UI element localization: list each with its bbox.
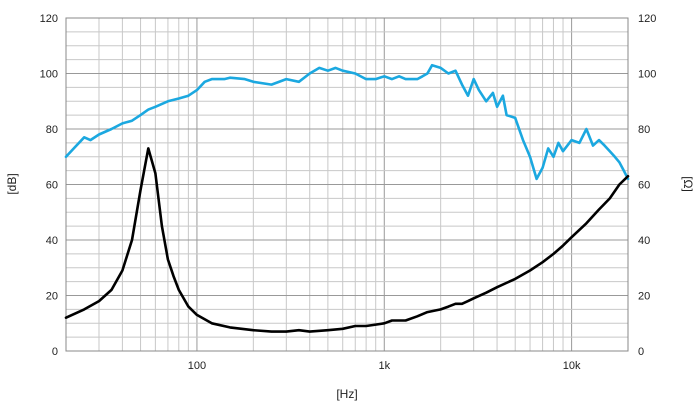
x-ticks: 100 1k 10k <box>188 360 581 372</box>
x-tick-label: 1k <box>378 360 390 372</box>
y2-tick-label: 20 <box>638 291 650 303</box>
x-tick-label: 10k <box>563 360 581 372</box>
y-tick-label: 60 <box>46 180 58 192</box>
y2-tick-label: 0 <box>638 346 644 358</box>
series-lines <box>64 63 630 333</box>
spl-response-line <box>64 63 630 181</box>
y2-tick-label: 120 <box>638 13 656 25</box>
y2-tick-label: 80 <box>638 124 650 136</box>
y-tick-label: 20 <box>46 291 58 303</box>
right-y-ticks: 0 20 40 60 80 100 120 <box>638 13 656 358</box>
y2-axis-label: [Ω] <box>681 176 695 192</box>
x-axis-label: [Hz] <box>336 387 357 401</box>
y2-tick-label: 60 <box>638 180 650 192</box>
x-tick-label: 100 <box>188 360 206 372</box>
y-tick-label: 120 <box>40 13 58 25</box>
y2-tick-label: 100 <box>638 69 656 81</box>
impedance-line <box>64 147 630 333</box>
y-tick-label: 0 <box>52 346 58 358</box>
y2-tick-label: 40 <box>638 235 650 247</box>
left-y-ticks: 0 20 40 60 80 100 120 <box>40 13 58 358</box>
y-tick-label: 80 <box>46 124 58 136</box>
plot-frame <box>65 17 629 352</box>
y-tick-label: 100 <box>40 69 58 81</box>
grid <box>66 18 628 351</box>
y-tick-label: 40 <box>46 235 58 247</box>
y-axis-label: [dB] <box>5 173 19 194</box>
